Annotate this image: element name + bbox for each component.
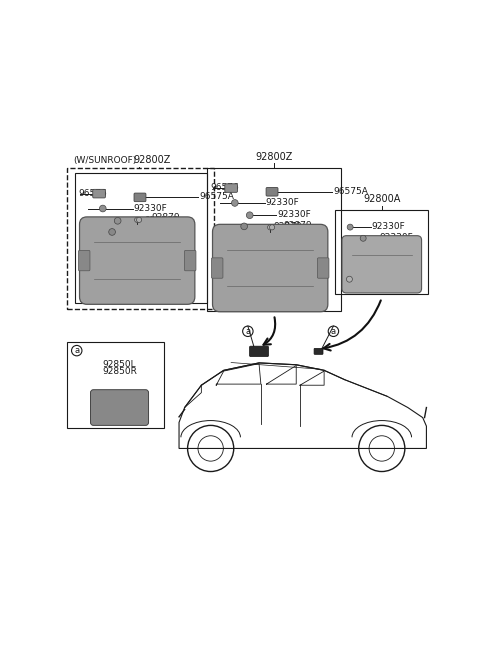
Circle shape bbox=[231, 199, 238, 206]
Text: 92800Z: 92800Z bbox=[255, 152, 293, 161]
Text: 92330F: 92330F bbox=[266, 198, 300, 207]
FancyBboxPatch shape bbox=[213, 224, 328, 312]
Circle shape bbox=[347, 224, 353, 230]
Text: 92879: 92879 bbox=[141, 227, 170, 236]
Circle shape bbox=[114, 217, 121, 224]
Bar bbox=[335, 211, 428, 294]
FancyBboxPatch shape bbox=[314, 348, 323, 354]
Text: 92879: 92879 bbox=[151, 213, 180, 222]
FancyBboxPatch shape bbox=[80, 217, 195, 304]
FancyBboxPatch shape bbox=[93, 190, 106, 198]
FancyBboxPatch shape bbox=[134, 193, 146, 201]
Text: 92850L: 92850L bbox=[103, 359, 136, 369]
Text: (W/SUNROOF): (W/SUNROOF) bbox=[73, 156, 136, 165]
FancyBboxPatch shape bbox=[250, 346, 268, 357]
Text: a: a bbox=[331, 327, 336, 336]
FancyBboxPatch shape bbox=[266, 188, 278, 196]
Text: 96575A: 96575A bbox=[334, 187, 368, 196]
Text: 92850R: 92850R bbox=[102, 367, 137, 376]
Circle shape bbox=[347, 276, 352, 282]
Circle shape bbox=[241, 223, 248, 230]
Bar bbox=[67, 342, 164, 428]
Text: 96576: 96576 bbox=[211, 183, 240, 192]
Text: 96575A: 96575A bbox=[200, 192, 234, 201]
Text: 92800Z: 92800Z bbox=[133, 155, 171, 165]
FancyBboxPatch shape bbox=[225, 184, 238, 192]
Text: 92330F: 92330F bbox=[145, 216, 179, 225]
FancyBboxPatch shape bbox=[78, 251, 90, 271]
Bar bbox=[207, 167, 341, 311]
Text: 92330F: 92330F bbox=[133, 203, 168, 213]
Circle shape bbox=[267, 225, 273, 230]
Text: 92879: 92879 bbox=[273, 222, 302, 230]
Text: 92330F: 92330F bbox=[379, 234, 413, 243]
Circle shape bbox=[99, 205, 106, 212]
FancyBboxPatch shape bbox=[342, 236, 421, 293]
Circle shape bbox=[136, 217, 142, 222]
Text: 12492: 12492 bbox=[368, 274, 396, 283]
Text: 96576: 96576 bbox=[79, 189, 108, 197]
Text: 92800A: 92800A bbox=[363, 194, 400, 205]
Circle shape bbox=[360, 236, 366, 241]
FancyBboxPatch shape bbox=[317, 258, 329, 278]
FancyBboxPatch shape bbox=[184, 251, 196, 271]
Circle shape bbox=[109, 228, 115, 236]
Circle shape bbox=[246, 212, 253, 218]
Bar bbox=[75, 173, 207, 303]
Text: 92879: 92879 bbox=[283, 220, 312, 230]
Text: 92330F: 92330F bbox=[277, 211, 311, 219]
Text: a: a bbox=[74, 346, 79, 355]
Circle shape bbox=[269, 225, 275, 230]
Text: 92330F: 92330F bbox=[372, 222, 406, 232]
FancyBboxPatch shape bbox=[211, 258, 223, 278]
Text: a: a bbox=[245, 327, 251, 336]
FancyBboxPatch shape bbox=[91, 390, 148, 425]
Circle shape bbox=[134, 217, 140, 222]
Bar bbox=[67, 167, 215, 309]
